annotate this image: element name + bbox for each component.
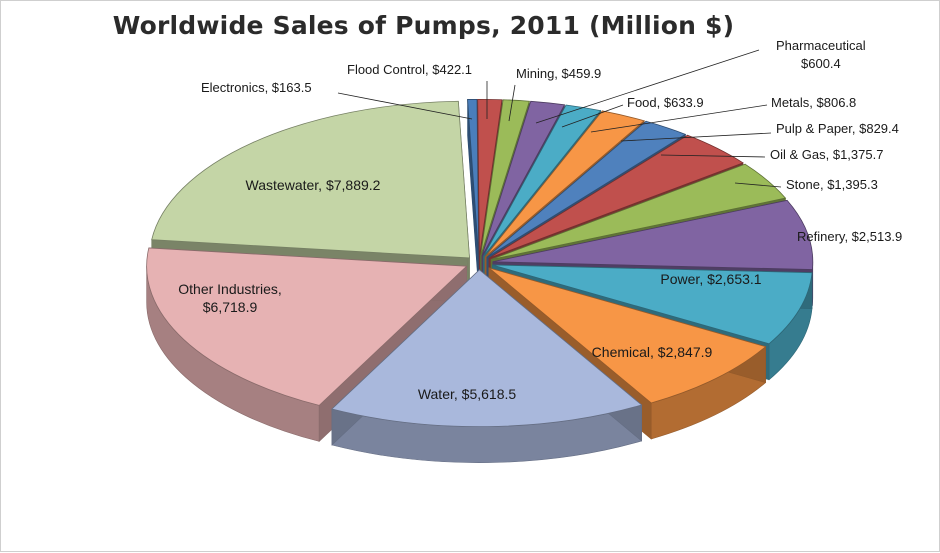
slice-top-electronics <box>468 99 479 256</box>
data-label-flood-control: Flood Control, $422.1 <box>347 62 472 77</box>
data-label-metals: Metals, $806.8 <box>771 95 856 110</box>
data-label-power: Power, $2,653.1 <box>660 271 761 287</box>
data-label-stone: Stone, $1,395.3 <box>786 177 878 192</box>
data-label-oil-and-gas: Oil & Gas, $1,375.7 <box>770 147 883 162</box>
data-label-refinery: Refinery, $2,513.9 <box>797 229 902 244</box>
data-label-food: Food, $633.9 <box>627 95 704 110</box>
data-label-wastewater: Wastewater, $7,889.2 <box>246 177 381 193</box>
data-label-electronics: Electronics, $163.5 <box>201 80 312 95</box>
data-label-chemical: Chemical, $2,847.9 <box>592 344 713 360</box>
leader-line-pharmaceutical <box>536 50 759 123</box>
data-label-pharmaceutical: Pharmaceutical$600.4 <box>776 38 866 71</box>
data-label-pulp-and-paper: Pulp & Paper, $829.4 <box>776 121 899 136</box>
data-label-water: Water, $5,618.5 <box>418 386 517 402</box>
data-label-mining: Mining, $459.9 <box>516 66 601 81</box>
